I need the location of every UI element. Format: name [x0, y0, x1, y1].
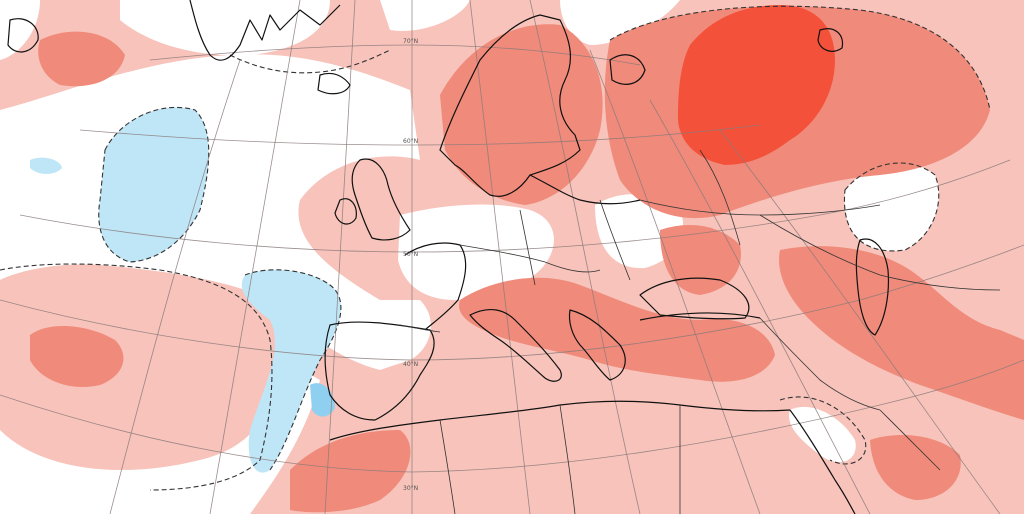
- meridian-west-30: [109, 59, 241, 514]
- neutral-top-right: [560, 0, 680, 45]
- coast-greenland: [189, 0, 341, 61]
- strong-positive-russia: [678, 5, 835, 165]
- contour-east-med: [779, 396, 867, 465]
- neutral-nw-corner: [0, 0, 40, 60]
- lat-label-50: 50°N: [403, 251, 418, 258]
- border-spain-france: [399, 324, 441, 333]
- border-africa-1: [439, 419, 456, 514]
- coast-west-islands: [7, 18, 39, 53]
- neutral-poland: [595, 194, 684, 269]
- coast-france-north: [404, 242, 467, 331]
- parallel-70: [149, 44, 641, 66]
- dashed-contours: [0, 5, 991, 491]
- lat-label-30: 30°N: [403, 485, 418, 492]
- contour-west-atlantic: [0, 263, 273, 491]
- neutral-southwest: [0, 360, 320, 514]
- parallel-50: [19, 159, 1011, 253]
- meridian-west-10: [324, 0, 356, 514]
- coast-black-sea: [639, 277, 750, 320]
- border-kazakhstan: [759, 214, 1001, 291]
- lat-label-70: 70°N: [403, 38, 418, 45]
- border-east-europe-2: [639, 199, 881, 216]
- border-central-europe-1: [459, 244, 601, 273]
- coast-britain: [351, 158, 411, 241]
- negative-small-west: [30, 157, 62, 174]
- meridian-west-20: [209, 0, 301, 514]
- contour-kazakhstan: [843, 162, 940, 252]
- positive-balkans-med: [459, 277, 775, 382]
- meridian-east-40: [649, 99, 871, 514]
- coast-caspian: [855, 238, 890, 336]
- positive-atlantic-blob: [30, 325, 124, 388]
- negative-iberia-offshore: [241, 269, 341, 473]
- graticule-labels: 70°N 60°N 50°N 40°N 30°N: [403, 38, 418, 492]
- parallel-40: [0, 244, 1024, 361]
- coast-arctic-islands: [817, 28, 844, 52]
- positive-north-africa-west: [290, 430, 411, 513]
- strong-positive-anomaly-regions: [678, 5, 835, 165]
- neutral-sinai: [789, 406, 856, 463]
- positive-scandinavia: [440, 24, 603, 206]
- contour-russia: [609, 5, 991, 111]
- border-middle-east-1: [759, 317, 881, 411]
- meridian-east-30: [589, 49, 761, 514]
- coast-red-sea: [789, 409, 856, 514]
- positive-nw: [38, 31, 125, 87]
- negative-anomaly-regions: [30, 107, 341, 473]
- coast-italy: [469, 308, 562, 382]
- coast-white-sea: [609, 54, 646, 85]
- contour-north: [229, 49, 391, 74]
- coast-scandinavia: [439, 14, 581, 197]
- positive-east-turkey-caspian: [779, 246, 1024, 420]
- neutral-top-center: [380, 0, 470, 31]
- country-borders: [399, 149, 1001, 514]
- meridian-east-50: [719, 129, 1001, 514]
- border-central-europe-2: [519, 209, 536, 286]
- positive-ukraine: [660, 225, 741, 295]
- contour-iberia-offshore: [244, 269, 342, 471]
- parallel-60: [79, 124, 761, 146]
- coast-iceland: [317, 72, 351, 95]
- meridian-east-10: [469, 0, 531, 514]
- border-africa-2: [559, 404, 576, 514]
- border-middle-east-2: [879, 409, 941, 471]
- lat-label-60: 60°N: [403, 138, 418, 145]
- meridian-east-20: [529, 0, 641, 514]
- positive-middle-east: [870, 435, 961, 500]
- coastlines: [7, 0, 890, 514]
- parallel-30: [0, 359, 1024, 473]
- coast-ireland: [334, 198, 357, 225]
- negative-mid-atlantic: [98, 107, 209, 262]
- coast-balkans-greece: [568, 309, 626, 381]
- lat-label-40: 40°N: [403, 361, 418, 368]
- coast-baltic: [529, 174, 641, 205]
- border-east-europe-3: [699, 149, 741, 246]
- border-east-europe-1: [599, 199, 631, 281]
- contour-atlantic-negative: [98, 106, 210, 263]
- neutral-kazakhstan: [844, 163, 939, 251]
- neutral-france-central-europe: [398, 204, 554, 300]
- neutral-greenland: [120, 0, 330, 56]
